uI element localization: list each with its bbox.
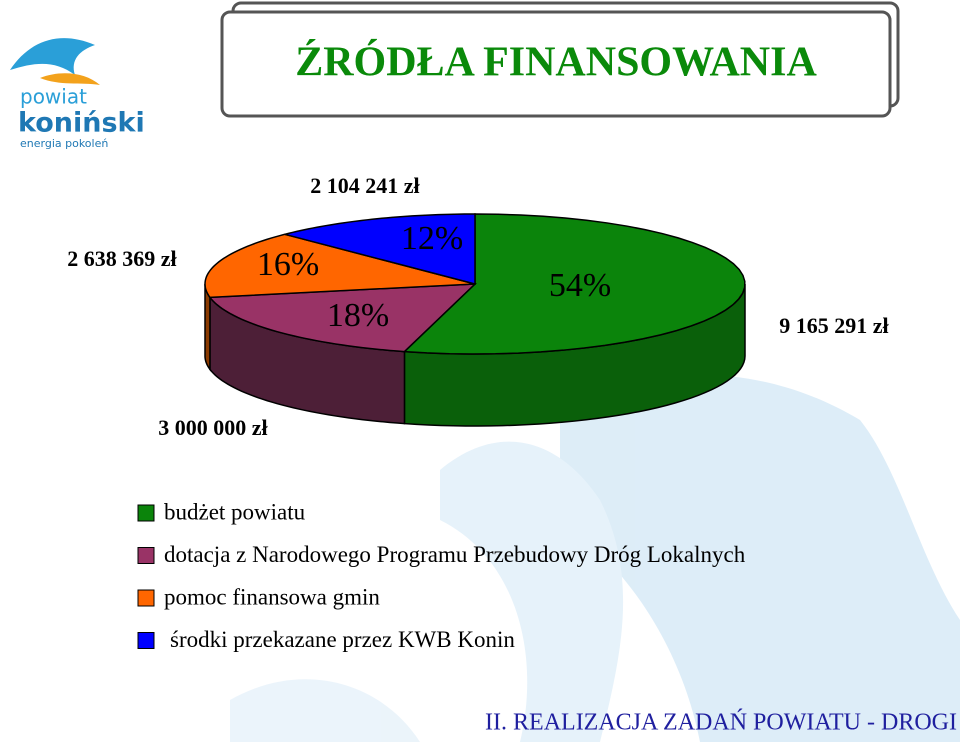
percent-label: 54% — [549, 267, 611, 304]
value-label: 9 165 291 zł — [779, 313, 888, 338]
legend-swatch — [137, 589, 155, 607]
slice — [204, 233, 476, 299]
value-label: 2 104 241 zł — [310, 173, 419, 198]
background-decoration — [230, 375, 960, 742]
value-label: 2 638 369 zł — [67, 246, 176, 271]
logo-text: powiat — [20, 85, 87, 109]
legend-swatch — [137, 632, 155, 649]
logo-mark — [10, 38, 95, 75]
slice — [402, 213, 746, 355]
percent-label: 12% — [401, 220, 463, 257]
percent-label: 18% — [327, 297, 389, 334]
slice — [284, 213, 476, 285]
legend-label: dotacja z Narodowego Programu Przebudowy… — [164, 542, 746, 567]
value-label: 3 000 000 zł — [158, 415, 267, 440]
slice — [208, 283, 477, 353]
legend-label: pomoc finansowa gmin — [164, 584, 380, 609]
legend-swatch — [137, 547, 155, 564]
percent-label: 16% — [257, 246, 319, 283]
logo-wave — [40, 73, 100, 85]
legend-label: środki przekazane przez KWB Konin — [170, 627, 515, 652]
legend-swatch — [137, 504, 155, 522]
footer: II. REALIZACJA ZADAŃ POWIATU - DROGI — [485, 710, 957, 736]
legend-label: budżet powiatu — [164, 499, 306, 524]
title-box — [220, 10, 892, 118]
logo-text: koniński — [18, 108, 145, 139]
chart-title: ŹRÓDŁA FINANSOWANIA — [295, 39, 817, 86]
logo: powiat koniński energia pokoleń — [10, 38, 145, 150]
logo-text: energia pokoleń — [20, 137, 108, 150]
